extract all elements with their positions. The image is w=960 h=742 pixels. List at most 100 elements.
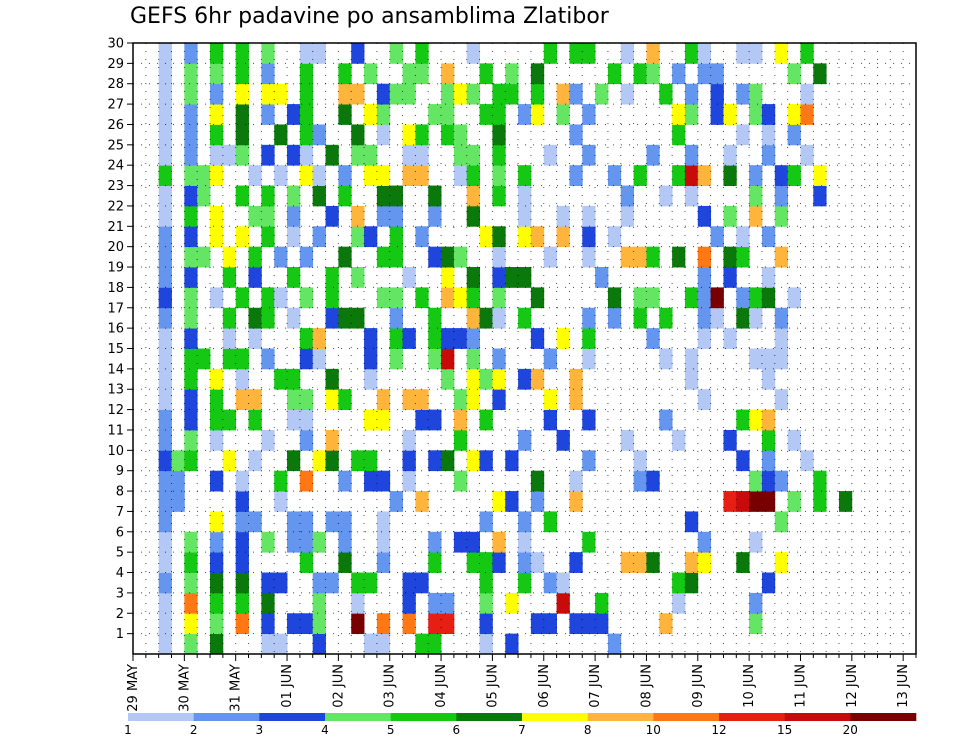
heat-cell	[466, 144, 480, 166]
heat-cell	[582, 226, 596, 248]
heat-cell	[518, 104, 532, 125]
heat-cell	[158, 124, 172, 146]
heat-cell	[543, 144, 557, 166]
heat-cell	[376, 531, 391, 553]
heat-cell	[492, 144, 506, 166]
heat-cell	[325, 205, 339, 227]
heat-cell	[774, 246, 789, 268]
heat-cell	[415, 63, 429, 85]
heat-cell	[710, 83, 724, 105]
heat-cell	[723, 491, 737, 512]
heat-cell	[672, 124, 686, 146]
heat-cell	[620, 205, 635, 227]
heat-cell	[428, 246, 442, 268]
heat-cell	[261, 613, 275, 635]
heat-cell	[235, 389, 249, 410]
heat-cell	[338, 63, 352, 85]
heat-cell	[633, 246, 647, 268]
x-tick-label: 06 JUN	[537, 664, 552, 708]
heat-cell	[492, 246, 506, 268]
y-tick-label: 19	[107, 261, 124, 276]
heat-cell	[376, 409, 391, 431]
heat-cell	[813, 491, 827, 512]
heat-cell	[607, 287, 622, 309]
heat-cell	[556, 328, 570, 349]
heat-cell	[197, 246, 211, 268]
heat-cell	[235, 552, 249, 573]
y-tick-label: 21	[107, 220, 124, 235]
y-tick-label: 2	[116, 607, 124, 622]
heat-cell	[569, 552, 583, 573]
heat-cell	[774, 328, 789, 349]
heat-cell	[787, 63, 801, 85]
heat-cell	[697, 552, 712, 573]
heat-cell	[466, 552, 480, 573]
heat-cell	[749, 307, 763, 329]
heat-cell	[222, 409, 237, 431]
heat-cell	[428, 104, 442, 125]
heat-cell	[364, 104, 378, 125]
heat-cell	[299, 389, 314, 410]
heat-cell	[235, 124, 249, 146]
heat-cell	[607, 63, 622, 85]
y-tick-label: 23	[107, 179, 124, 194]
heat-cell	[312, 592, 326, 614]
heat-cell	[428, 552, 442, 573]
heat-cell	[466, 328, 480, 349]
heat-cell	[723, 144, 737, 166]
heat-cell	[261, 185, 275, 207]
heat-cell	[761, 470, 776, 492]
heat-cell	[376, 470, 391, 492]
heat-cell	[415, 389, 429, 410]
heat-cell	[338, 165, 352, 186]
heat-cell	[582, 531, 596, 553]
heat-cell	[441, 287, 455, 309]
heat-cell	[184, 287, 198, 309]
heat-cell	[299, 144, 314, 166]
heat-cell	[466, 287, 480, 309]
heat-cell	[210, 368, 224, 390]
heat-cell	[158, 531, 172, 553]
heat-cell	[800, 450, 814, 472]
heat-cell	[633, 450, 647, 472]
heat-cell	[351, 144, 365, 166]
y-tick-label: 8	[116, 485, 124, 500]
heat-cell	[441, 592, 455, 614]
heat-cell	[364, 633, 378, 655]
heat-cell	[287, 144, 301, 166]
heat-cell	[235, 511, 249, 533]
heat-cell	[607, 226, 622, 248]
heat-cell	[736, 409, 750, 431]
heat-cell	[184, 165, 198, 186]
heat-cell	[287, 185, 301, 207]
heat-cell	[428, 409, 442, 431]
heat-cell	[684, 43, 699, 64]
heat-cell	[518, 552, 532, 573]
heat-cell	[428, 328, 442, 349]
heat-cell	[338, 531, 352, 553]
heat-cell	[659, 348, 673, 370]
heat-cell	[505, 592, 519, 614]
heat-cell	[351, 450, 365, 472]
heat-cell	[646, 246, 660, 268]
colorbar-label: 2	[190, 723, 198, 737]
heat-cell	[453, 328, 468, 349]
heat-cell	[736, 307, 750, 329]
heat-cell	[299, 328, 314, 349]
heat-cell	[736, 287, 750, 309]
heat-cell	[402, 429, 416, 451]
heat-cell	[466, 531, 480, 553]
heat-cell	[261, 307, 275, 329]
heat-cell	[518, 572, 532, 594]
heat-cell	[492, 124, 506, 146]
heat-cell	[299, 613, 314, 635]
heat-cell	[530, 613, 545, 635]
heat-cell	[800, 83, 814, 105]
colorbar-label: 4	[321, 723, 329, 737]
colorbar-label: 15	[777, 723, 792, 737]
heat-cell	[338, 307, 352, 329]
heat-cell	[351, 124, 365, 146]
heat-cell	[210, 124, 224, 146]
heat-cell	[684, 165, 699, 186]
heat-cell	[171, 470, 185, 492]
